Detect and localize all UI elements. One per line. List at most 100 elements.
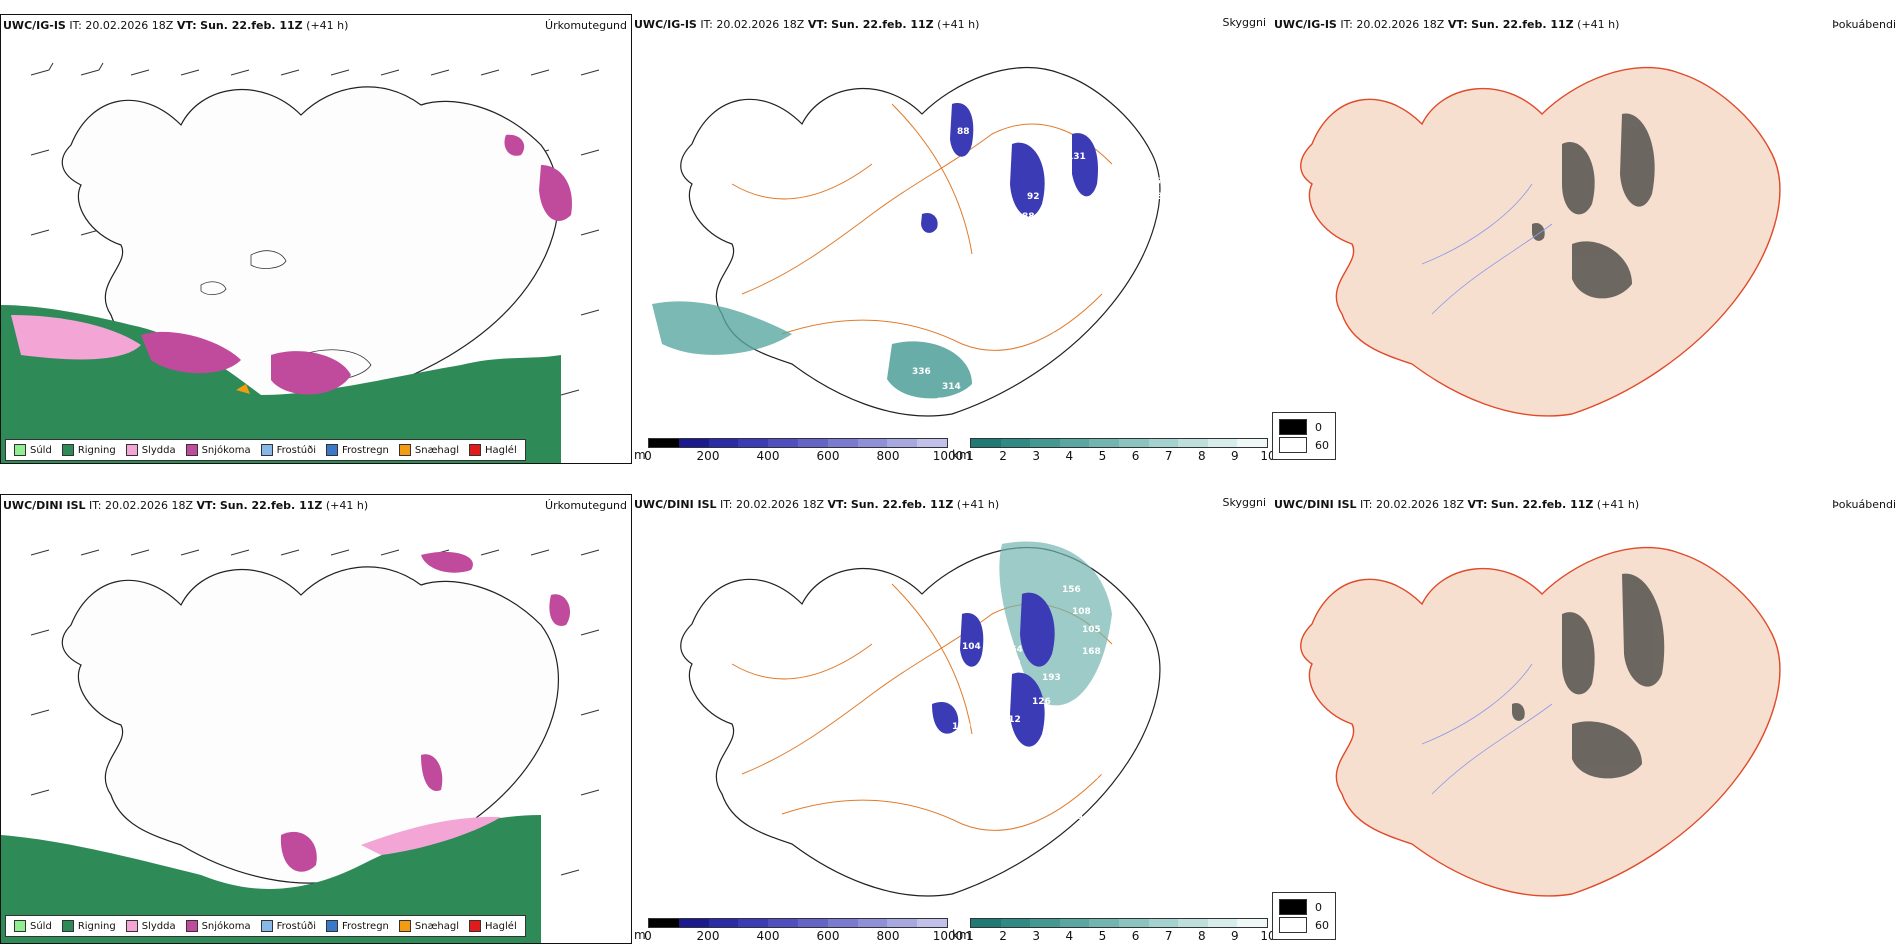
- cloud-label: 168: [1082, 647, 1101, 657]
- vis-colorbar-tick: 1: [966, 449, 974, 463]
- cloud-colorbar-tick: 0: [644, 449, 652, 463]
- vis-colorbar-swatch: [1059, 919, 1090, 927]
- fog-legend-row: 60: [1279, 917, 1329, 933]
- vis-colorbar-swatch: [1089, 439, 1119, 447]
- cloud-value-labels: 88 72 125 157 131 53 125 136 143 92 195 …: [912, 127, 1163, 407]
- cloud-label: 163: [1052, 302, 1071, 312]
- vis-colorbar-swatch: [1089, 919, 1119, 927]
- snow-area-2: [421, 551, 473, 573]
- cloud-colorbar-bottom: m 0 200 400 600 800 1000: [634, 918, 963, 943]
- vis-colorbar-swatch: [971, 919, 1001, 927]
- snow-area-1: [141, 331, 241, 374]
- vis-colorbar-tick: 3: [1032, 449, 1041, 463]
- cloud-panel-bottom: 156 108 105 168 104 110 164 158 193 126 …: [632, 494, 1272, 944]
- cloud-label: 108: [1072, 607, 1091, 617]
- legend-snow-pellets: Snæhagl: [398, 920, 459, 932]
- cloud-label: 311: [937, 397, 956, 407]
- cloud-label: 72: [932, 147, 945, 157]
- precip-legend-bottom: Súld Rigning Slydda Snjókoma Frostúði Fr…: [5, 915, 526, 937]
- cloud-label: 125: [962, 172, 981, 182]
- iceland-outline: [1300, 66, 1781, 417]
- cloud-label: 165: [1062, 777, 1081, 787]
- cloud-label: 92: [1027, 192, 1040, 202]
- vis-colorbar-swatch: [1030, 919, 1060, 927]
- cloud-label: 131: [1067, 152, 1086, 162]
- cloud-label: 127: [922, 855, 941, 865]
- header-bottom-middle: UWC/DINI ISL IT: 20.02.2026 18Z VT: Sun.…: [634, 498, 1000, 511]
- legend-sleet: Slydda: [125, 920, 176, 932]
- header-top-left: UWC/IG-IS IT: 20.02.2026 18Z VT: Sun. 22…: [3, 19, 349, 32]
- precip-legend-top: Súld Rigning Slydda Snjókoma Frostúði Fr…: [5, 439, 526, 461]
- precip-map-bottom: [1, 549, 600, 943]
- vis-colorbar-swatch: [1237, 919, 1267, 927]
- vis-colorbar-tick: 2: [999, 449, 1007, 463]
- cloud-colorbar-tick: 200: [696, 929, 720, 943]
- vis-colorbar-swatch: [1148, 439, 1179, 447]
- cloud-label: 83: [1072, 302, 1085, 312]
- precip-panel-bottom: UWC/DINI ISL IT: 20.02.2026 18Z VT: Sun.…: [0, 494, 632, 944]
- fog-map-bottom: [1300, 546, 1781, 897]
- legend-hail: Haglél: [469, 920, 517, 932]
- cloud-label: 136: [1142, 177, 1161, 187]
- vis-colorbar-bottom: km 1 2 3 4 5 6 7 8 9 10: [952, 918, 1272, 943]
- cloud-colorbar-swatch: [708, 439, 739, 447]
- legend-snow-pellets: Snæhagl: [398, 444, 459, 456]
- cloud-label: 53: [1102, 167, 1115, 177]
- cloud-label: 88: [957, 127, 970, 137]
- low-cloud-areas: [921, 103, 1098, 233]
- vis-colorbar-tick: 4: [1065, 449, 1074, 463]
- legend-rain: Rigning: [61, 920, 116, 932]
- cloud-label: 314: [942, 382, 961, 392]
- vis-colorbar-swatch: [1207, 919, 1238, 927]
- cloud-label: 96: [1072, 282, 1085, 292]
- sleet-area: [11, 315, 141, 360]
- vis-colorbar-tick: 7: [1164, 449, 1173, 463]
- fog-legend-top: 0 60: [1272, 412, 1336, 460]
- fog-panel-bottom: UWC/DINI ISL IT: 20.02.2026 18Z VT: Sun.…: [1272, 494, 1900, 944]
- cloud-colorbar-swatch: [887, 919, 918, 927]
- cloud-colorbar-swatch: [649, 439, 679, 447]
- precip-map-top: [1, 62, 600, 463]
- cloud-colorbar-tick: 600: [816, 449, 840, 463]
- vis-colorbar-tick: 3: [1032, 929, 1041, 943]
- legend-freezing-drizzle: Frostúði: [260, 444, 316, 456]
- legend-sleet: Slydda: [125, 444, 176, 456]
- cloud-colorbar-tick: 1000: [932, 929, 964, 943]
- vis-colorbar-tick: 7: [1164, 929, 1173, 943]
- vis-colorbar-tick: 9: [1231, 449, 1239, 463]
- cloud-label: 143: [1144, 192, 1163, 202]
- vis-colorbar-tick: 10: [1260, 449, 1272, 463]
- vis-colorbar-swatch: [1148, 919, 1179, 927]
- legend-hail: Haglél: [469, 444, 517, 456]
- iceland-outline: [1300, 546, 1781, 897]
- cloud-label: 110: [987, 637, 1006, 647]
- legend-freezing-rain: Frostregn: [326, 920, 389, 932]
- river-lines: [1421, 183, 1553, 315]
- vis-colorbar-tick: 9: [1231, 929, 1239, 943]
- vis-colorbar-tick: 5: [1098, 449, 1107, 463]
- legend-freezing-rain: Frostregn: [326, 444, 389, 456]
- cloud-colorbar-tick: 1000: [932, 449, 964, 463]
- fog-map-top: [1300, 66, 1781, 417]
- cloud-colorbar-swatch: [917, 439, 947, 447]
- cloud-label: 157: [972, 192, 991, 202]
- legend-snow: Snjókoma: [185, 920, 251, 932]
- cloud-label: 85: [1052, 332, 1065, 342]
- vis-colorbar-tick: 5: [1098, 929, 1107, 943]
- low-cloud-areas: [932, 592, 1055, 747]
- snow-area-3: [539, 165, 572, 221]
- snow-area-2: [271, 351, 351, 395]
- cloud-label: 236: [1052, 707, 1071, 717]
- vis-colorbar-tick: 1: [966, 929, 974, 943]
- vis-colorbar-swatch: [1059, 439, 1090, 447]
- cloud-label: 195: [1062, 197, 1081, 207]
- legend-drizzle: Súld: [14, 444, 52, 456]
- cloud-colorbar-tick: 200: [696, 449, 720, 463]
- iceland-outline: [61, 86, 559, 404]
- vis-colorbar-swatch: [1000, 919, 1031, 927]
- vis-colorbar-swatch: [1118, 919, 1149, 927]
- legend-rain: Rigning: [61, 444, 116, 456]
- cloud-colorbar-tick: 800: [876, 929, 900, 943]
- cloud-label: 164: [1004, 645, 1023, 655]
- vis-colorbar-swatch: [1178, 919, 1208, 927]
